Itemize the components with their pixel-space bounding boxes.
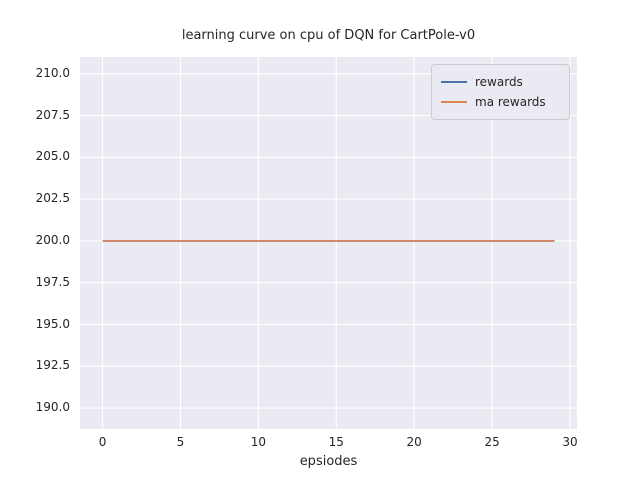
legend-label-rewards: rewards bbox=[475, 75, 523, 89]
y-tick-label: 192.5 bbox=[35, 358, 70, 373]
x-tick-label: 25 bbox=[484, 435, 500, 449]
plot-area: rewards ma rewards bbox=[80, 57, 577, 429]
y-tick-label: 207.5 bbox=[35, 107, 70, 122]
y-tick-label: 205.0 bbox=[35, 149, 70, 164]
legend-label-ma-rewards: ma rewards bbox=[475, 95, 546, 109]
y-tick-label: 210.0 bbox=[35, 65, 70, 80]
legend-item-ma-rewards: ma rewards bbox=[441, 92, 559, 112]
y-tick-label: 197.5 bbox=[35, 274, 70, 289]
legend-item-rewards: rewards bbox=[441, 72, 559, 92]
y-tick-label: 195.0 bbox=[35, 316, 70, 331]
y-tick-label: 202.5 bbox=[35, 191, 70, 206]
rewards-line-swatch bbox=[441, 81, 467, 83]
x-tick-label: 15 bbox=[328, 435, 344, 449]
x-tick-label: 10 bbox=[250, 435, 267, 449]
y-tick-label: 200.0 bbox=[35, 232, 70, 247]
x-tick-label: 30 bbox=[562, 435, 578, 449]
x-tick-label: 0 bbox=[98, 435, 107, 449]
x-tick-label: 20 bbox=[406, 435, 422, 449]
legend: rewards ma rewards bbox=[431, 64, 570, 120]
y-tick-label: 190.0 bbox=[35, 400, 70, 415]
x-axis-label: epsiodes bbox=[299, 454, 358, 469]
x-tick-label: 5 bbox=[176, 435, 185, 449]
chart-title: learning curve on cpu of DQN for CartPol… bbox=[181, 28, 476, 43]
ma-rewards-line-swatch bbox=[441, 101, 467, 103]
